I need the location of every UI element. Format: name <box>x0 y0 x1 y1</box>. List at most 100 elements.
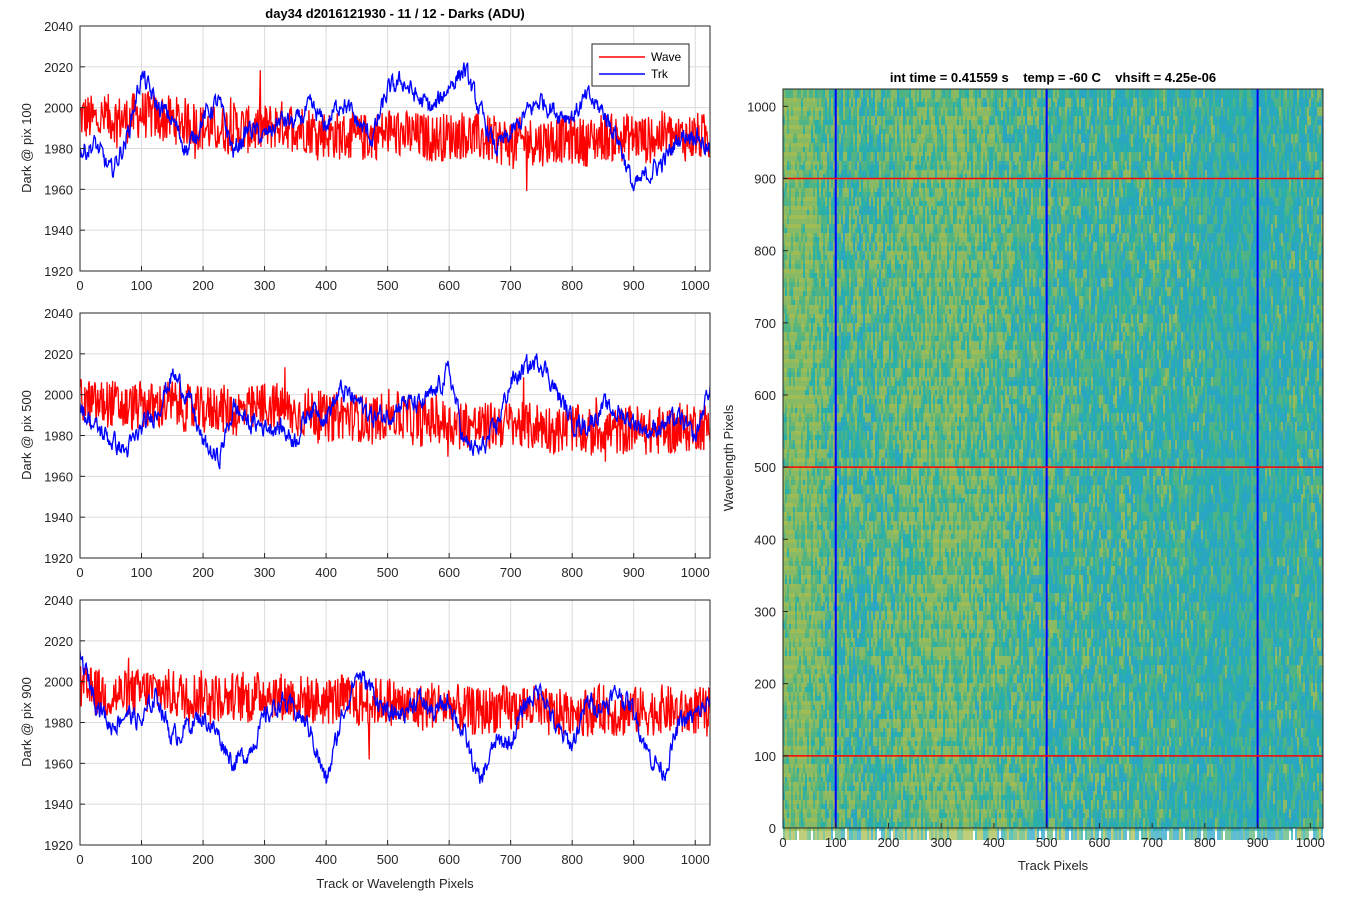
heatmap-cell <box>783 188 785 201</box>
heatmap-cell <box>905 359 907 372</box>
heatmap-cell <box>877 629 879 642</box>
heatmap-cell <box>791 539 793 552</box>
heatmap-cell <box>789 773 791 786</box>
heatmap-cell <box>861 827 863 840</box>
heatmap-cell <box>797 134 799 147</box>
heatmap-cell <box>787 305 789 318</box>
heatmap-cell <box>815 152 817 165</box>
heatmap-cell <box>783 431 785 444</box>
heatmap-cell <box>891 611 893 624</box>
heatmap-cell <box>795 485 797 498</box>
heatmap-cell <box>903 710 905 723</box>
heatmap-cell <box>793 692 795 705</box>
heatmap-cell <box>783 503 785 516</box>
heatmap-cell <box>787 323 789 336</box>
heatmap-cell <box>793 161 795 174</box>
heatmap-cell <box>783 179 785 192</box>
heatmap-cell <box>895 413 897 426</box>
heatmap-cell <box>903 251 905 264</box>
heatmap-cell <box>785 530 787 543</box>
heatmap-cell <box>785 683 787 696</box>
heatmap-cell <box>791 143 793 156</box>
heatmap-cell <box>879 197 881 210</box>
heatmap-cell <box>795 818 797 831</box>
heatmap-cell <box>783 107 785 120</box>
heatmap-cell <box>911 827 913 840</box>
heatmap-cell <box>861 287 863 300</box>
heatmap-cell <box>893 791 895 804</box>
heatmap-cell <box>789 332 791 345</box>
heatmap-cell <box>795 215 797 228</box>
heatmap-cell <box>851 827 853 840</box>
heatmap-cell <box>911 647 913 660</box>
y-tick-label: 1960 <box>44 469 73 484</box>
heatmap-cell <box>795 548 797 561</box>
x-tick-label: 200 <box>192 852 214 867</box>
y-tick-label: 2000 <box>44 388 73 403</box>
heatmap-cell <box>795 323 797 336</box>
heatmap-cell <box>841 557 843 570</box>
heatmap-cell <box>819 728 821 741</box>
heatmap-cell <box>789 161 791 174</box>
heatmap-cell <box>823 467 825 480</box>
heatmap-cell <box>787 521 789 534</box>
heatmap-cell <box>825 494 827 507</box>
heatmap-cell <box>891 737 893 750</box>
heatmap-cell <box>791 278 793 291</box>
heatmap-cell <box>875 179 877 192</box>
heatmap-cell <box>901 692 903 705</box>
heatmap-cell <box>783 278 785 291</box>
heatmap-cell <box>783 800 785 813</box>
heatmap-cell <box>787 170 789 183</box>
heatmap-cell <box>795 746 797 759</box>
heatmap-cell <box>791 737 793 750</box>
heatmap-cell <box>815 494 817 507</box>
heatmap-cell <box>871 827 873 840</box>
heatmap-cell <box>793 341 795 354</box>
heatmap-cell <box>803 134 805 147</box>
heatmap-cell <box>825 314 827 327</box>
heatmap-cell <box>909 467 911 480</box>
heatmap-cell <box>791 809 793 822</box>
heatmap-cell <box>885 350 887 363</box>
heatmap-cell <box>793 746 795 759</box>
heatmap-cell <box>787 629 789 642</box>
heatmap-cell <box>789 827 791 840</box>
heatmap-cell <box>909 557 911 570</box>
series-line-wave <box>80 70 710 192</box>
heatmap-cell <box>863 584 865 597</box>
heatmap-cell <box>789 530 791 543</box>
heatmap-cell <box>793 701 795 714</box>
heatmap-cell <box>819 350 821 363</box>
heatmap-cell <box>785 647 787 660</box>
heatmap-cell <box>793 206 795 219</box>
heatmap-cell <box>789 602 791 615</box>
heatmap-cell <box>903 602 905 615</box>
x-tick-label: 800 <box>561 852 583 867</box>
heatmap-cell <box>795 620 797 633</box>
heatmap-cell <box>797 152 799 165</box>
heatmap-cell <box>797 89 799 102</box>
heatmap-cell <box>795 98 797 111</box>
heatmap-cell <box>785 422 787 435</box>
heatmap-cell <box>785 602 787 615</box>
heatmap-cell <box>795 458 797 471</box>
heatmap-cell <box>897 620 899 633</box>
heatmap-cell <box>795 89 797 102</box>
heatmap-cell <box>849 827 851 840</box>
heatmap-cell <box>901 548 903 561</box>
legend-box <box>591 43 690 87</box>
heatmap-cell <box>783 197 785 210</box>
heatmap-cell <box>831 530 833 543</box>
heatmap-cell <box>793 386 795 399</box>
heatmap-cell <box>803 467 805 480</box>
heatmap-cell <box>869 665 871 678</box>
heatmap-cell <box>789 557 791 570</box>
heatmap-cell <box>911 719 913 732</box>
heatmap-cell <box>911 440 913 453</box>
heatmap-cell <box>795 233 797 246</box>
heatmap-cell <box>871 350 873 363</box>
y-axis-label-2: Dark @ pix 500 <box>19 390 34 480</box>
heatmap-cell <box>813 260 815 273</box>
heatmap-cell <box>783 314 785 327</box>
